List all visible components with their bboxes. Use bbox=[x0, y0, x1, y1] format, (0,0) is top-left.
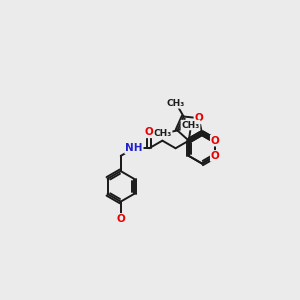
Text: CH₃: CH₃ bbox=[154, 129, 172, 138]
Text: O: O bbox=[211, 136, 220, 146]
Text: NH: NH bbox=[125, 143, 143, 153]
Text: O: O bbox=[145, 127, 154, 137]
Text: O: O bbox=[211, 151, 220, 161]
Text: CH₃: CH₃ bbox=[167, 99, 185, 108]
Text: O: O bbox=[194, 113, 203, 123]
Text: CH₃: CH₃ bbox=[182, 121, 200, 130]
Text: O: O bbox=[116, 214, 125, 224]
